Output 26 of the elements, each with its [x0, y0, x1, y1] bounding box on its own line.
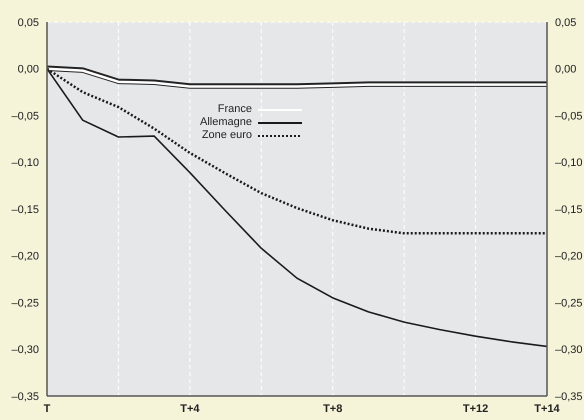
- y-tick-label: –0,05: [11, 110, 39, 122]
- legend-label: Zone euro: [202, 129, 252, 142]
- y2-tick-label: –0,10: [555, 157, 583, 170]
- x-tick-label: T+12: [462, 402, 488, 415]
- y-tick-label: –0,10: [11, 157, 39, 170]
- y-tick-label: –0,35: [11, 390, 39, 403]
- y2-tick-label: –0,30: [555, 344, 583, 356]
- x-tick-label: T+8: [323, 402, 342, 415]
- y2-tick-label: 0,00: [555, 64, 576, 76]
- y-tick-label: –0,25: [11, 297, 39, 310]
- y-tick-label: –0,20: [11, 250, 39, 263]
- y2-tick-label: –0,35: [555, 390, 583, 403]
- x-tick-label: T: [44, 402, 51, 415]
- legend-label: France: [218, 103, 252, 116]
- y2-tick-label: –0,25: [555, 297, 583, 310]
- y2-tick-label: –0,15: [555, 204, 583, 216]
- y-tick-label: 0,00: [18, 64, 39, 76]
- y-tick-label: 0,05: [18, 16, 39, 29]
- y2-tick-label: 0,05: [555, 16, 576, 29]
- x-tick-label: T+14: [534, 402, 561, 415]
- x-tick-label: T+4: [180, 402, 200, 415]
- y-tick-label: –0,30: [11, 344, 39, 356]
- y2-tick-label: –0,05: [555, 110, 583, 122]
- y2-tick-label: –0,20: [555, 250, 583, 263]
- y-tick-label: –0,15: [11, 204, 39, 216]
- legend-label: Allemagne: [200, 116, 252, 129]
